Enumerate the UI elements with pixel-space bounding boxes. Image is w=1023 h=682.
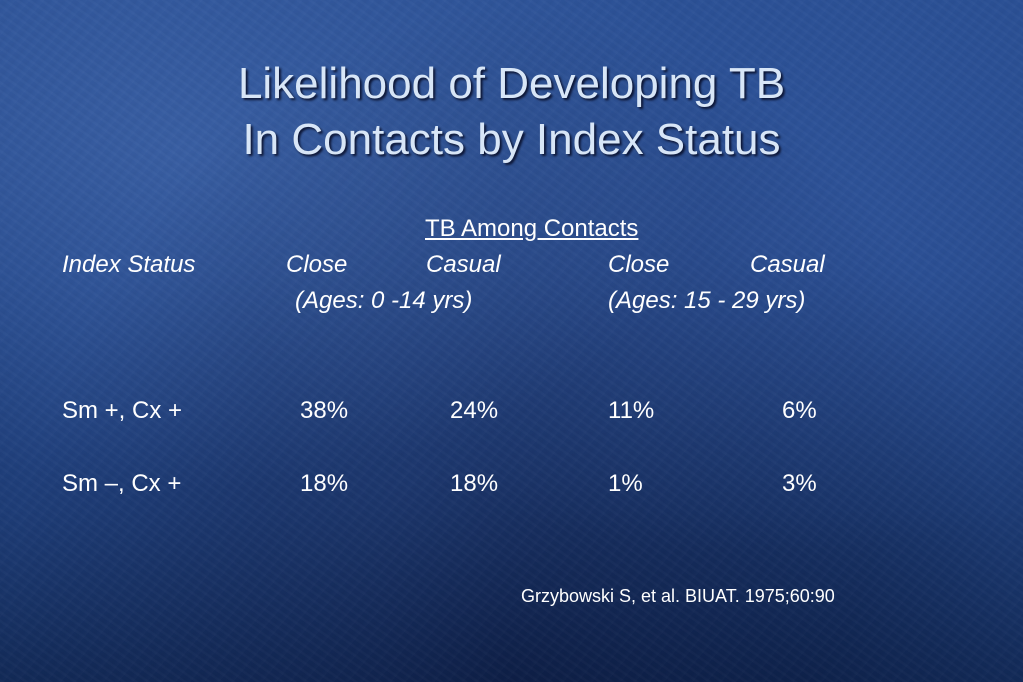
row-label-smear-negative: Sm –, Cx + [62, 470, 182, 497]
column-header-close-1: Close [286, 251, 348, 278]
cell-smear-negative-close-adult: 1% [608, 470, 643, 497]
citation: Grzybowski S, et al. BIUAT. 1975;60:90 [521, 586, 835, 606]
column-header-index-status: Index Status [62, 251, 196, 278]
row-label-smear-positive: Sm +, Cx + [62, 397, 183, 424]
cell-smear-negative-casual-child: 18% [450, 470, 499, 497]
column-header-casual-2: Casual [750, 251, 825, 278]
cell-smear-positive-close-child: 38% [300, 397, 349, 424]
cell-smear-positive-casual-adult: 6% [782, 397, 817, 424]
cell-smear-positive-casual-child: 24% [450, 397, 499, 424]
age-group-0-14: (Ages: 0 -14 yrs) [295, 287, 473, 314]
cell-smear-negative-casual-adult: 3% [782, 470, 817, 497]
age-group-15-29: (Ages: 15 - 29 yrs) [608, 287, 806, 314]
title-line-1: Likelihood of Developing TB [237, 59, 786, 108]
column-header-close-2: Close [608, 251, 670, 278]
group-header: TB Among Contacts [425, 215, 639, 242]
cell-smear-positive-close-adult: 11% [608, 397, 655, 424]
slide-title: Likelihood of Developing TB In Contacts … [0, 56, 1023, 168]
column-header-casual-1: Casual [426, 251, 501, 278]
cell-smear-negative-close-child: 18% [300, 470, 349, 497]
title-line-2: In Contacts by Index Status [242, 115, 781, 164]
